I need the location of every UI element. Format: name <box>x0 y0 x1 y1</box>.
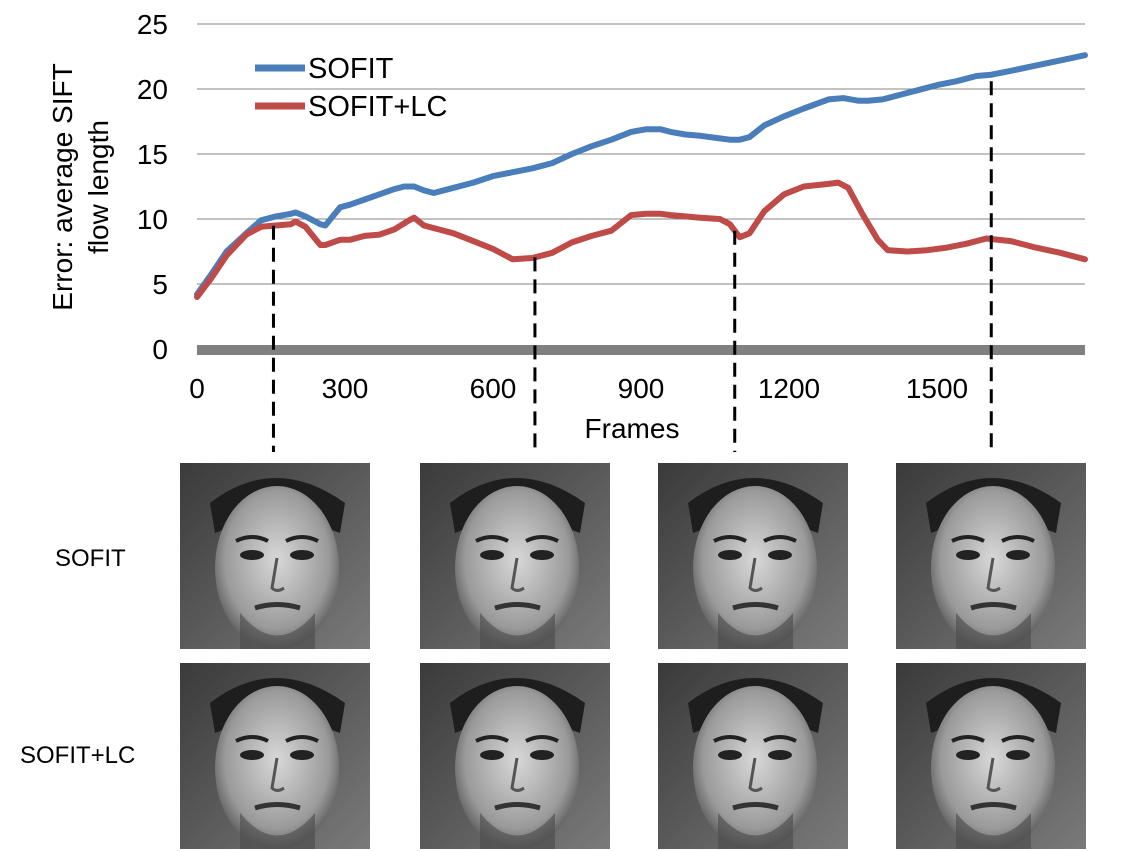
legend-label-sofit: SOFIT <box>308 53 394 85</box>
y-tick-label: 15 <box>137 139 168 170</box>
series-lines <box>194 52 1088 300</box>
x-tick-label: 600 <box>470 373 517 404</box>
row-label-sofit-lc: SOFIT+LC <box>20 742 136 769</box>
face-thumbnail <box>420 463 610 649</box>
grid-lines <box>197 23 1085 285</box>
y-tick-label: 25 <box>137 9 168 40</box>
frame-marker-lines <box>271 81 993 452</box>
x-tick-label: 300 <box>322 373 369 404</box>
y-tick-label: 20 <box>137 74 168 105</box>
x-tick-label: 1200 <box>758 373 820 404</box>
y-axis-label-line1: Error: average SIFT <box>47 63 78 310</box>
line-chart: 0 5 10 15 20 25 0 300 600 900 1200 1500 Error: ave… <box>47 9 1088 452</box>
face-thumbnail <box>896 463 1086 649</box>
x-tick-labels: 0 300 600 900 1200 1500 <box>189 373 968 404</box>
x-tick-label: 1500 <box>906 373 968 404</box>
legend-label-sofit-lc: SOFIT+LC <box>308 91 447 123</box>
x-axis-band <box>197 345 1085 355</box>
face-thumbnail <box>180 463 370 649</box>
row-label-sofit: SOFIT <box>55 545 126 572</box>
y-tick-label: 10 <box>137 204 168 235</box>
y-tick-label: 0 <box>152 334 168 365</box>
series-line-sofit-lc <box>194 179 1088 300</box>
face-thumbnail <box>180 663 370 849</box>
x-tick-label: 0 <box>189 373 205 404</box>
legend: SOFIT SOFIT+LC <box>255 53 447 123</box>
x-tick-label: 900 <box>618 373 665 404</box>
y-tick-labels: 0 5 10 15 20 25 <box>137 9 168 365</box>
y-tick-label: 5 <box>152 269 168 300</box>
y-axis-label-line2: flow length <box>83 120 114 254</box>
face-thumbnail <box>420 663 610 849</box>
face-thumbnail <box>896 663 1086 849</box>
x-axis-label: Frames <box>585 413 680 444</box>
series-line-sofit <box>194 52 1088 298</box>
face-thumbnail <box>658 463 848 649</box>
face-thumbnail <box>658 663 848 849</box>
